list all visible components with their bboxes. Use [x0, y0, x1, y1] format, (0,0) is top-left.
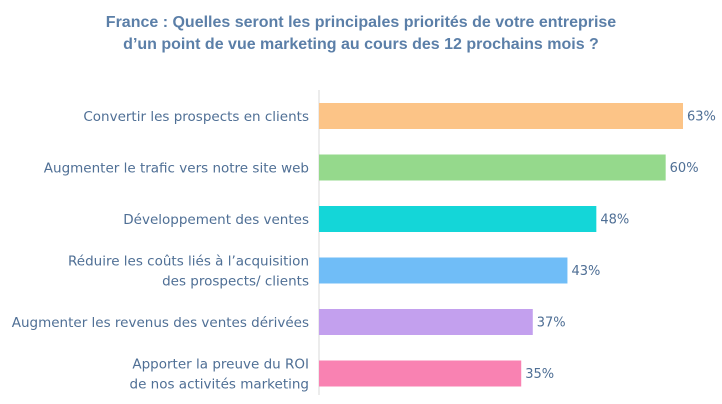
value-label-3: 48% [600, 213, 629, 228]
category-label-6-line-1: Apporter la preuve du ROI [132, 357, 309, 373]
category-labels-group: Convertir les prospects en clients Augmen… [12, 109, 309, 393]
category-label-4-line-1: Réduire les coûts liés à l’acquisition [68, 254, 309, 270]
category-label-3: Développement des ventes [123, 212, 309, 228]
value-label-2: 60% [670, 161, 699, 176]
value-label-4: 43% [571, 264, 600, 279]
value-label-1: 63% [687, 110, 716, 125]
category-label-2: Augmenter le trafic vers notre site web [44, 161, 309, 177]
bar-6 [319, 360, 522, 387]
chart-title-line-2: d’un point de vue marketing au cours des… [123, 36, 599, 53]
value-label-6: 35% [525, 367, 554, 382]
bar-3 [319, 206, 597, 232]
bar-1 [319, 103, 683, 129]
chart-title: France : Quelles seront les principales … [0, 12, 722, 56]
bars-group [319, 103, 683, 387]
value-label-5: 37% [537, 316, 566, 331]
value-labels-group: 63% 60% 48% 43% 37% 35% [525, 110, 716, 383]
bar-5 [319, 309, 533, 335]
category-label-6-line-2: de nos activités marketing [130, 377, 310, 393]
chart-title-line-1: France : Quelles seront les principales … [105, 14, 617, 31]
category-label-4-line-2: des prospects/ clients [162, 274, 309, 290]
category-label-1: Convertir les prospects en clients [83, 109, 309, 125]
bar-4 [319, 257, 568, 284]
bar-2 [319, 154, 666, 181]
category-label-5: Augmenter les revenus des ventes dérivée… [12, 315, 309, 331]
